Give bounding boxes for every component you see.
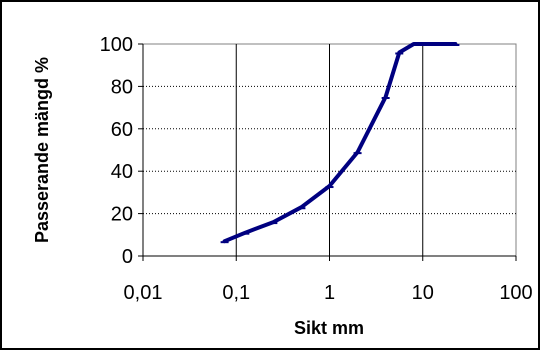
x-axis-title: Sikt mm [294,318,364,338]
y-tick-label: 20 [111,204,133,226]
y-tick-label: 40 [111,161,133,183]
gridlines [143,44,516,256]
axes [138,43,517,261]
x-tick-label: 1 [324,282,335,304]
y-axis-title: Passerande mängd % [32,57,52,243]
y-tick-label: 60 [111,119,133,141]
x-tick-label: 0,1 [222,282,250,304]
x-tick-label: 10 [412,282,434,304]
y-tick-label: 100 [100,34,133,56]
series-layer [220,42,460,244]
y-tick-label: 80 [111,76,133,98]
x-tick-label: 100 [499,282,532,304]
x-tick-label: 0,01 [124,282,163,304]
y-tick-label: 0 [122,246,133,268]
tick-labels: 0 20 40 60 80 100 0,01 0,1 1 10 100 [100,34,533,304]
